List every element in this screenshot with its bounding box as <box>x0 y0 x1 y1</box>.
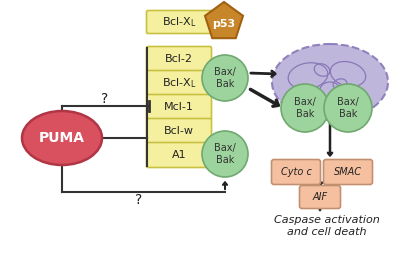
Ellipse shape <box>271 44 387 120</box>
Text: SMAC: SMAC <box>333 167 361 177</box>
Circle shape <box>201 55 247 101</box>
FancyBboxPatch shape <box>299 186 340 209</box>
Text: Bcl-w: Bcl-w <box>164 126 194 136</box>
Text: p53: p53 <box>212 19 235 29</box>
Text: Cyto c: Cyto c <box>280 167 311 177</box>
Ellipse shape <box>22 111 102 165</box>
FancyBboxPatch shape <box>146 71 211 96</box>
Circle shape <box>280 84 328 132</box>
Text: Bax/
Bak: Bax/ Bak <box>336 97 358 119</box>
Text: Bcl-X$_\mathregular{L}$: Bcl-X$_\mathregular{L}$ <box>161 76 196 90</box>
Text: Bax/
Bak: Bax/ Bak <box>214 143 235 165</box>
FancyBboxPatch shape <box>146 142 211 168</box>
Circle shape <box>201 131 247 177</box>
Text: ?: ? <box>135 193 142 207</box>
Polygon shape <box>205 2 243 38</box>
Text: Bcl-X$_\mathregular{L}$: Bcl-X$_\mathregular{L}$ <box>161 15 196 29</box>
FancyBboxPatch shape <box>146 11 211 34</box>
Text: Caspase activation
and cell death: Caspase activation and cell death <box>273 215 379 237</box>
Text: Mcl-1: Mcl-1 <box>164 102 193 112</box>
FancyBboxPatch shape <box>146 119 211 143</box>
FancyBboxPatch shape <box>271 160 320 184</box>
Text: ?: ? <box>101 92 108 106</box>
Text: A1: A1 <box>171 150 186 160</box>
FancyBboxPatch shape <box>146 94 211 119</box>
Text: Bcl-2: Bcl-2 <box>164 54 192 64</box>
FancyBboxPatch shape <box>323 160 372 184</box>
Text: Bax/
Bak: Bax/ Bak <box>294 97 315 119</box>
Text: PUMA: PUMA <box>39 131 85 145</box>
Circle shape <box>323 84 371 132</box>
FancyBboxPatch shape <box>146 47 211 71</box>
Text: Bax/
Bak: Bax/ Bak <box>214 67 235 89</box>
Text: AIF: AIF <box>312 192 327 202</box>
